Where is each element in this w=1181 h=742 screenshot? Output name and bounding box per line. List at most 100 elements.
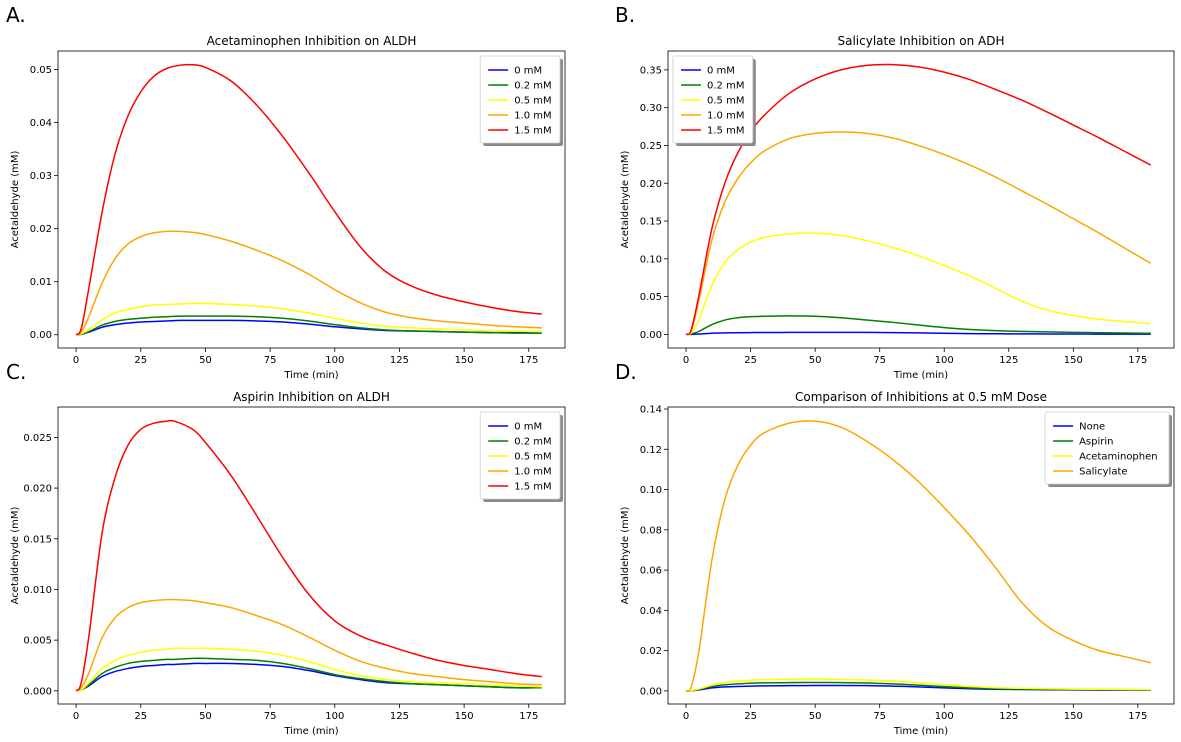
y-tick-label: 0.03 [30, 171, 52, 182]
x-tick-label: 175 [519, 355, 538, 366]
chart-title: Acetaminophen Inhibition on ALDH [207, 34, 417, 48]
y-tick-label: 0.35 [640, 65, 662, 76]
y-tick-label: 0.02 [30, 224, 52, 235]
axes-frame [57, 50, 566, 349]
series-line-2 [75, 647, 542, 692]
x-tick-label: 50 [809, 711, 822, 722]
x-tick-label: 175 [519, 711, 538, 722]
series-line-2 [685, 232, 1151, 336]
y-tick-label: 0.04 [640, 606, 662, 617]
legend-entry: 1.5 mM [514, 126, 551, 137]
legend-entry: 0 mM [514, 66, 542, 77]
legend-entry: Salicylate [1079, 467, 1127, 478]
chart-panel-2: B. Salicylate Inhibition on ADH 0 25 50 75 100… [615, 3, 1175, 381]
y-tick-label: 0.08 [640, 525, 662, 536]
x-axis-label: Time (min) [283, 370, 338, 381]
legend-entry: None [1079, 422, 1105, 433]
y-tick-label: 0.25 [640, 141, 662, 152]
y-tick-label: 0.020 [23, 484, 52, 495]
x-tick-label: 125 [390, 711, 409, 722]
x-tick-label: 150 [1064, 711, 1083, 722]
legend-entry: 1.0 mM [514, 111, 551, 122]
legend-entry: 0.2 mM [707, 81, 744, 92]
x-tick-label: 125 [999, 711, 1018, 722]
chart-panel-1: A. Acetaminophen Inhibition on ALDH 0 25 50 7… [6, 3, 566, 381]
axes-frame [667, 406, 1175, 705]
chart-title: Salicylate Inhibition on ADH [838, 34, 1005, 48]
series-line-3 [75, 230, 542, 336]
x-tick-label: 100 [935, 355, 954, 366]
x-axis-label: Time (min) [893, 370, 948, 381]
x-tick-label: 25 [744, 711, 757, 722]
panel-letter: B. [615, 3, 635, 27]
y-tick-label: 0.15 [640, 217, 662, 228]
series-group [75, 63, 542, 336]
x-axis-label: Time (min) [893, 726, 948, 737]
x-tick-label: 100 [325, 355, 344, 366]
x-tick-label: 75 [264, 355, 277, 366]
legend-box [479, 55, 561, 144]
series-group [75, 419, 542, 692]
series-line-1 [75, 657, 542, 692]
x-tick-label: 25 [134, 711, 147, 722]
x-tick-label: 150 [455, 355, 474, 366]
y-tick-label: 0.025 [23, 433, 52, 444]
y-tick-label: 0.05 [640, 292, 662, 303]
y-tick-label: 0.30 [640, 103, 662, 114]
y-tick-label: 0.14 [640, 405, 662, 416]
legend-box [1044, 411, 1170, 485]
series-line-3 [75, 598, 542, 692]
legend-entry: 1.5 mM [707, 126, 744, 137]
y-tick-label: 0.12 [640, 445, 662, 456]
series-line-1 [76, 315, 542, 336]
series-line-4 [685, 63, 1152, 336]
axes-frame [667, 50, 1175, 349]
series-line-1 [686, 315, 1151, 336]
x-tick-label: 50 [199, 711, 212, 722]
legend-entry: 0.2 mM [514, 81, 551, 92]
x-tick-label: 150 [455, 711, 474, 722]
series-line-0 [686, 331, 1151, 336]
legend-entry: 0.5 mM [707, 96, 744, 107]
legend-entry: 0.5 mM [514, 452, 551, 463]
y-axis-label: Acetaldehyde (mM) [620, 507, 631, 605]
panel-letter: D. [615, 360, 637, 384]
x-tick-label: 0 [73, 355, 79, 366]
x-tick-label: 100 [325, 711, 344, 722]
legend-entry: 1.5 mM [514, 482, 551, 493]
legend-box [479, 411, 561, 500]
y-tick-label: 0.00 [640, 686, 662, 697]
y-tick-label: 0.000 [23, 686, 52, 697]
y-tick-label: 0.02 [640, 646, 662, 657]
legend: 0 mM 0.2 mM 0.5 mM 1.0 mM 1.5 mM [479, 411, 563, 502]
chart-panel-3: C. Aspirin Inhibition on ALDH 0 25 50 75 100 12… [6, 360, 566, 737]
series-line-2 [75, 302, 542, 336]
y-tick-label: 0.00 [640, 330, 662, 341]
x-axis-label: Time (min) [283, 726, 338, 737]
y-tick-label: 0.005 [23, 636, 52, 647]
x-tick-label: 75 [873, 355, 886, 366]
legend-entry: 1.0 mM [707, 111, 744, 122]
x-tick-label: 0 [73, 711, 79, 722]
chart-title: Comparison of Inhibitions at 0.5 mM Dose [795, 390, 1047, 404]
panel-letter: C. [6, 360, 26, 384]
x-tick-label: 150 [1064, 355, 1083, 366]
legend-entry: 0.5 mM [514, 96, 551, 107]
legend-entry: 0 mM [707, 66, 735, 77]
series-line-2 [686, 678, 1151, 692]
x-tick-label: 25 [744, 355, 757, 366]
chart-title: Aspirin Inhibition on ALDH [233, 390, 390, 404]
legend-entry: 0 mM [514, 422, 542, 433]
y-axis-label: Acetaldehyde (mM) [10, 151, 21, 249]
legend-entry: 1.0 mM [514, 467, 551, 478]
legend-box [672, 55, 754, 144]
x-tick-label: 125 [390, 355, 409, 366]
series-group [685, 420, 1151, 692]
x-tick-label: 125 [999, 355, 1018, 366]
y-tick-label: 0.015 [23, 534, 52, 545]
x-tick-label: 75 [264, 711, 277, 722]
series-group [685, 63, 1152, 336]
x-tick-label: 175 [1128, 711, 1147, 722]
y-tick-label: 0.04 [30, 118, 52, 129]
